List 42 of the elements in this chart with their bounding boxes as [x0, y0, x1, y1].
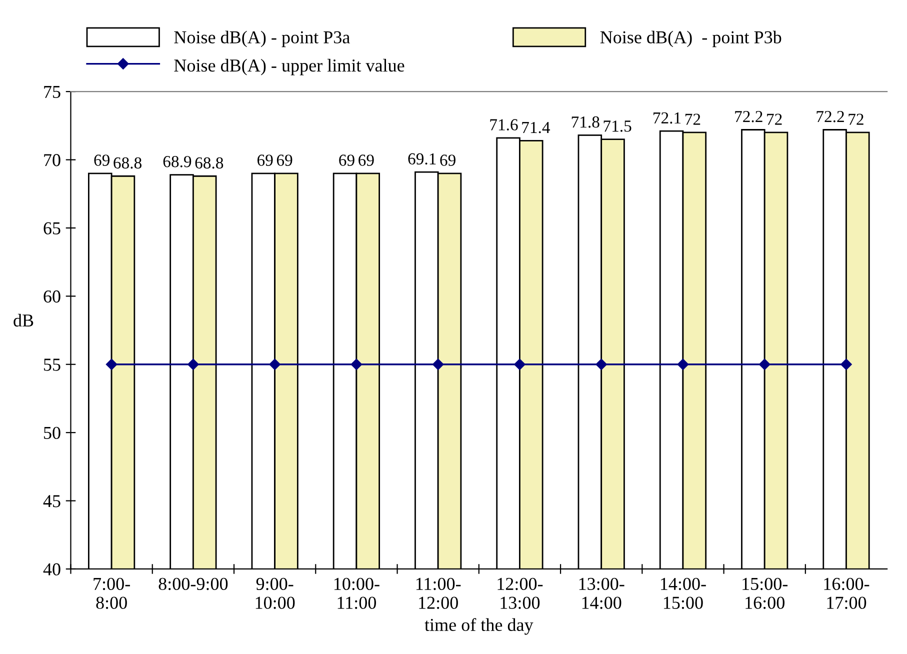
data-label: 71.8: [572, 116, 600, 128]
data-label: 72: [848, 114, 864, 125]
data-label: 69: [339, 154, 354, 166]
data-label: 72: [685, 114, 700, 125]
data-label: 72.1: [654, 112, 681, 124]
y-tick-label: 50: [44, 426, 60, 440]
data-label: 72.2: [816, 111, 844, 122]
data-label: 71.6: [490, 119, 518, 130]
data-label: 72: [767, 114, 782, 125]
data-label: 69: [94, 154, 110, 166]
data-label: 68.8: [114, 157, 142, 169]
x-tick-label: 12:00- 13:00: [498, 578, 543, 609]
data-label: 72.2: [735, 111, 762, 122]
data-label: 71.5: [604, 120, 632, 132]
y-tick-label: 75: [44, 86, 60, 98]
x-tick-label: 15:00- 16:00: [742, 578, 788, 609]
data-label: 71.4: [522, 122, 550, 134]
y-tick-label: 70: [44, 154, 60, 166]
x-tick-label: 10:00- 11:00: [334, 578, 380, 609]
x-tick-label: 9:00- 10:00: [256, 578, 295, 609]
x-axis-title: time of the day: [424, 618, 534, 635]
x-tick-label: 16:00- 17:00: [824, 578, 870, 609]
y-axis-title: dB: [14, 314, 34, 327]
y-tick-label: 65: [44, 222, 60, 234]
data-label: 69: [257, 154, 273, 166]
data-label: 68.9: [163, 156, 192, 168]
x-tick-label: 8:00-9:00: [158, 578, 228, 590]
data-label: 69.1: [408, 153, 436, 165]
y-tick-label: 45: [43, 495, 60, 508]
data-label: 69: [440, 154, 456, 166]
data-label: 69: [276, 154, 292, 166]
legend-label: Noise dB(A) - point P3a: [174, 30, 350, 48]
y-tick-label: 55: [44, 358, 60, 371]
data-label: 69: [358, 154, 374, 166]
x-tick-label: 14:00- 15:00: [660, 578, 706, 609]
x-tick-label: 13:00- 14:00: [579, 578, 624, 609]
legend-label: Noise dB(A) - upper limit value: [174, 58, 404, 76]
data-label: 68.8: [195, 157, 224, 169]
y-tick-label: 60: [44, 290, 60, 303]
y-tick-label: 40: [43, 563, 60, 576]
legend-label: Noise dB(A) - point P3b: [600, 30, 782, 48]
x-tick-label: 7:00- 8:00: [94, 578, 130, 609]
